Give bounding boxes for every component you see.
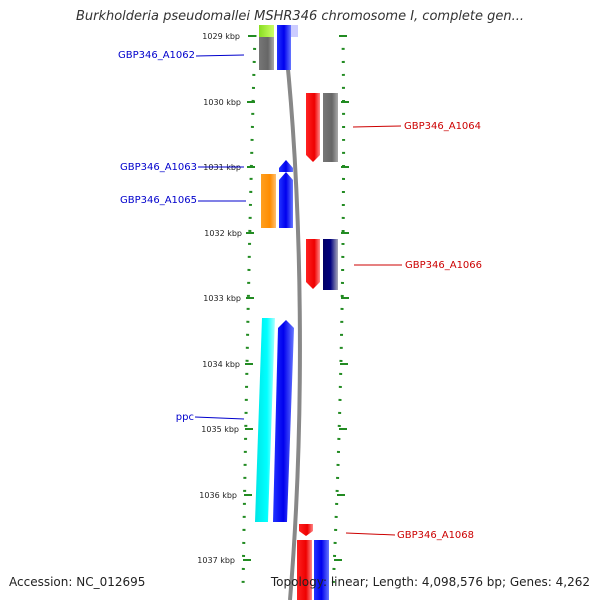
gene-label-A1065[interactable]: GBP346_A1065: [120, 195, 197, 206]
ruler-left-dots: [241, 34, 257, 591]
tick-marks: [243, 35, 349, 561]
tick-label: 1033 kbp: [203, 294, 241, 303]
gene-feature-A1068-red[interactable]: [297, 540, 312, 600]
gene-feature-top-blue-pale[interactable]: [291, 25, 298, 37]
leader-lines: [194, 54, 402, 536]
tick-label: 1032 kbp: [204, 229, 242, 238]
gene-label-A1066[interactable]: GBP346_A1066: [405, 260, 482, 271]
gene-feature-A1062-gray[interactable]: [259, 37, 274, 70]
gene-feature-A1063-blue[interactable]: [279, 160, 293, 172]
gene-label-A1063[interactable]: GBP346_A1063: [120, 162, 197, 173]
summary-text: Topology: linear; Length: 4,098,576 bp; …: [270, 575, 590, 589]
map-title: Burkholderia pseudomallei MSHR346 chromo…: [75, 9, 525, 24]
leader-line: [194, 416, 245, 420]
leader-line: [352, 125, 402, 128]
tick-labels: 1029 kbp 1030 kbp 1031 kbp 1032 kbp 1033…: [197, 32, 242, 565]
gene-feature-top-green[interactable]: [259, 25, 274, 37]
gene-features: [255, 25, 338, 600]
leader-line: [345, 532, 396, 536]
tick-label: 1037 kbp: [197, 556, 235, 565]
gene-feature-A1062-blue[interactable]: [277, 37, 291, 70]
gene-feature-ppc-blue[interactable]: [273, 320, 294, 522]
gene-feature-A1064-gray[interactable]: [323, 93, 338, 162]
gene-label-A1062[interactable]: GBP346_A1062: [118, 50, 195, 61]
gene-label-A1064[interactable]: GBP346_A1064: [404, 121, 481, 132]
gene-feature-A1065-orange[interactable]: [261, 174, 276, 228]
gene-feature-A1068-red-small[interactable]: [299, 524, 313, 536]
gene-feature-ppc-cyan[interactable]: [255, 318, 275, 522]
gene-feature-top-blue[interactable]: [277, 25, 291, 37]
tick-label: 1030 kbp: [203, 98, 241, 107]
gene-label-A1068[interactable]: GBP346_A1068: [397, 530, 474, 541]
gene-feature-A1066-navy[interactable]: [323, 239, 338, 290]
leader-line: [195, 54, 245, 57]
tick-label: 1036 kbp: [199, 491, 237, 500]
tick-label: 1035 kbp: [201, 425, 239, 434]
tick-label: 1034 kbp: [202, 360, 240, 369]
gene-feature-A1068-blue[interactable]: [314, 540, 329, 600]
gene-feature-A1065-blue[interactable]: [279, 172, 293, 228]
gene-feature-A1064-red[interactable]: [306, 93, 320, 162]
accession-text: Accession: NC_012695: [9, 575, 146, 589]
backbone-line: [282, 29, 302, 600]
gene-feature-A1066-red[interactable]: [306, 239, 320, 289]
gene-labels: GBP346_A1062 GBP346_A1063 GBP346_A1065 p…: [118, 50, 482, 541]
gene-label-ppc[interactable]: ppc: [176, 412, 194, 423]
tick-label: 1029 kbp: [202, 32, 240, 41]
